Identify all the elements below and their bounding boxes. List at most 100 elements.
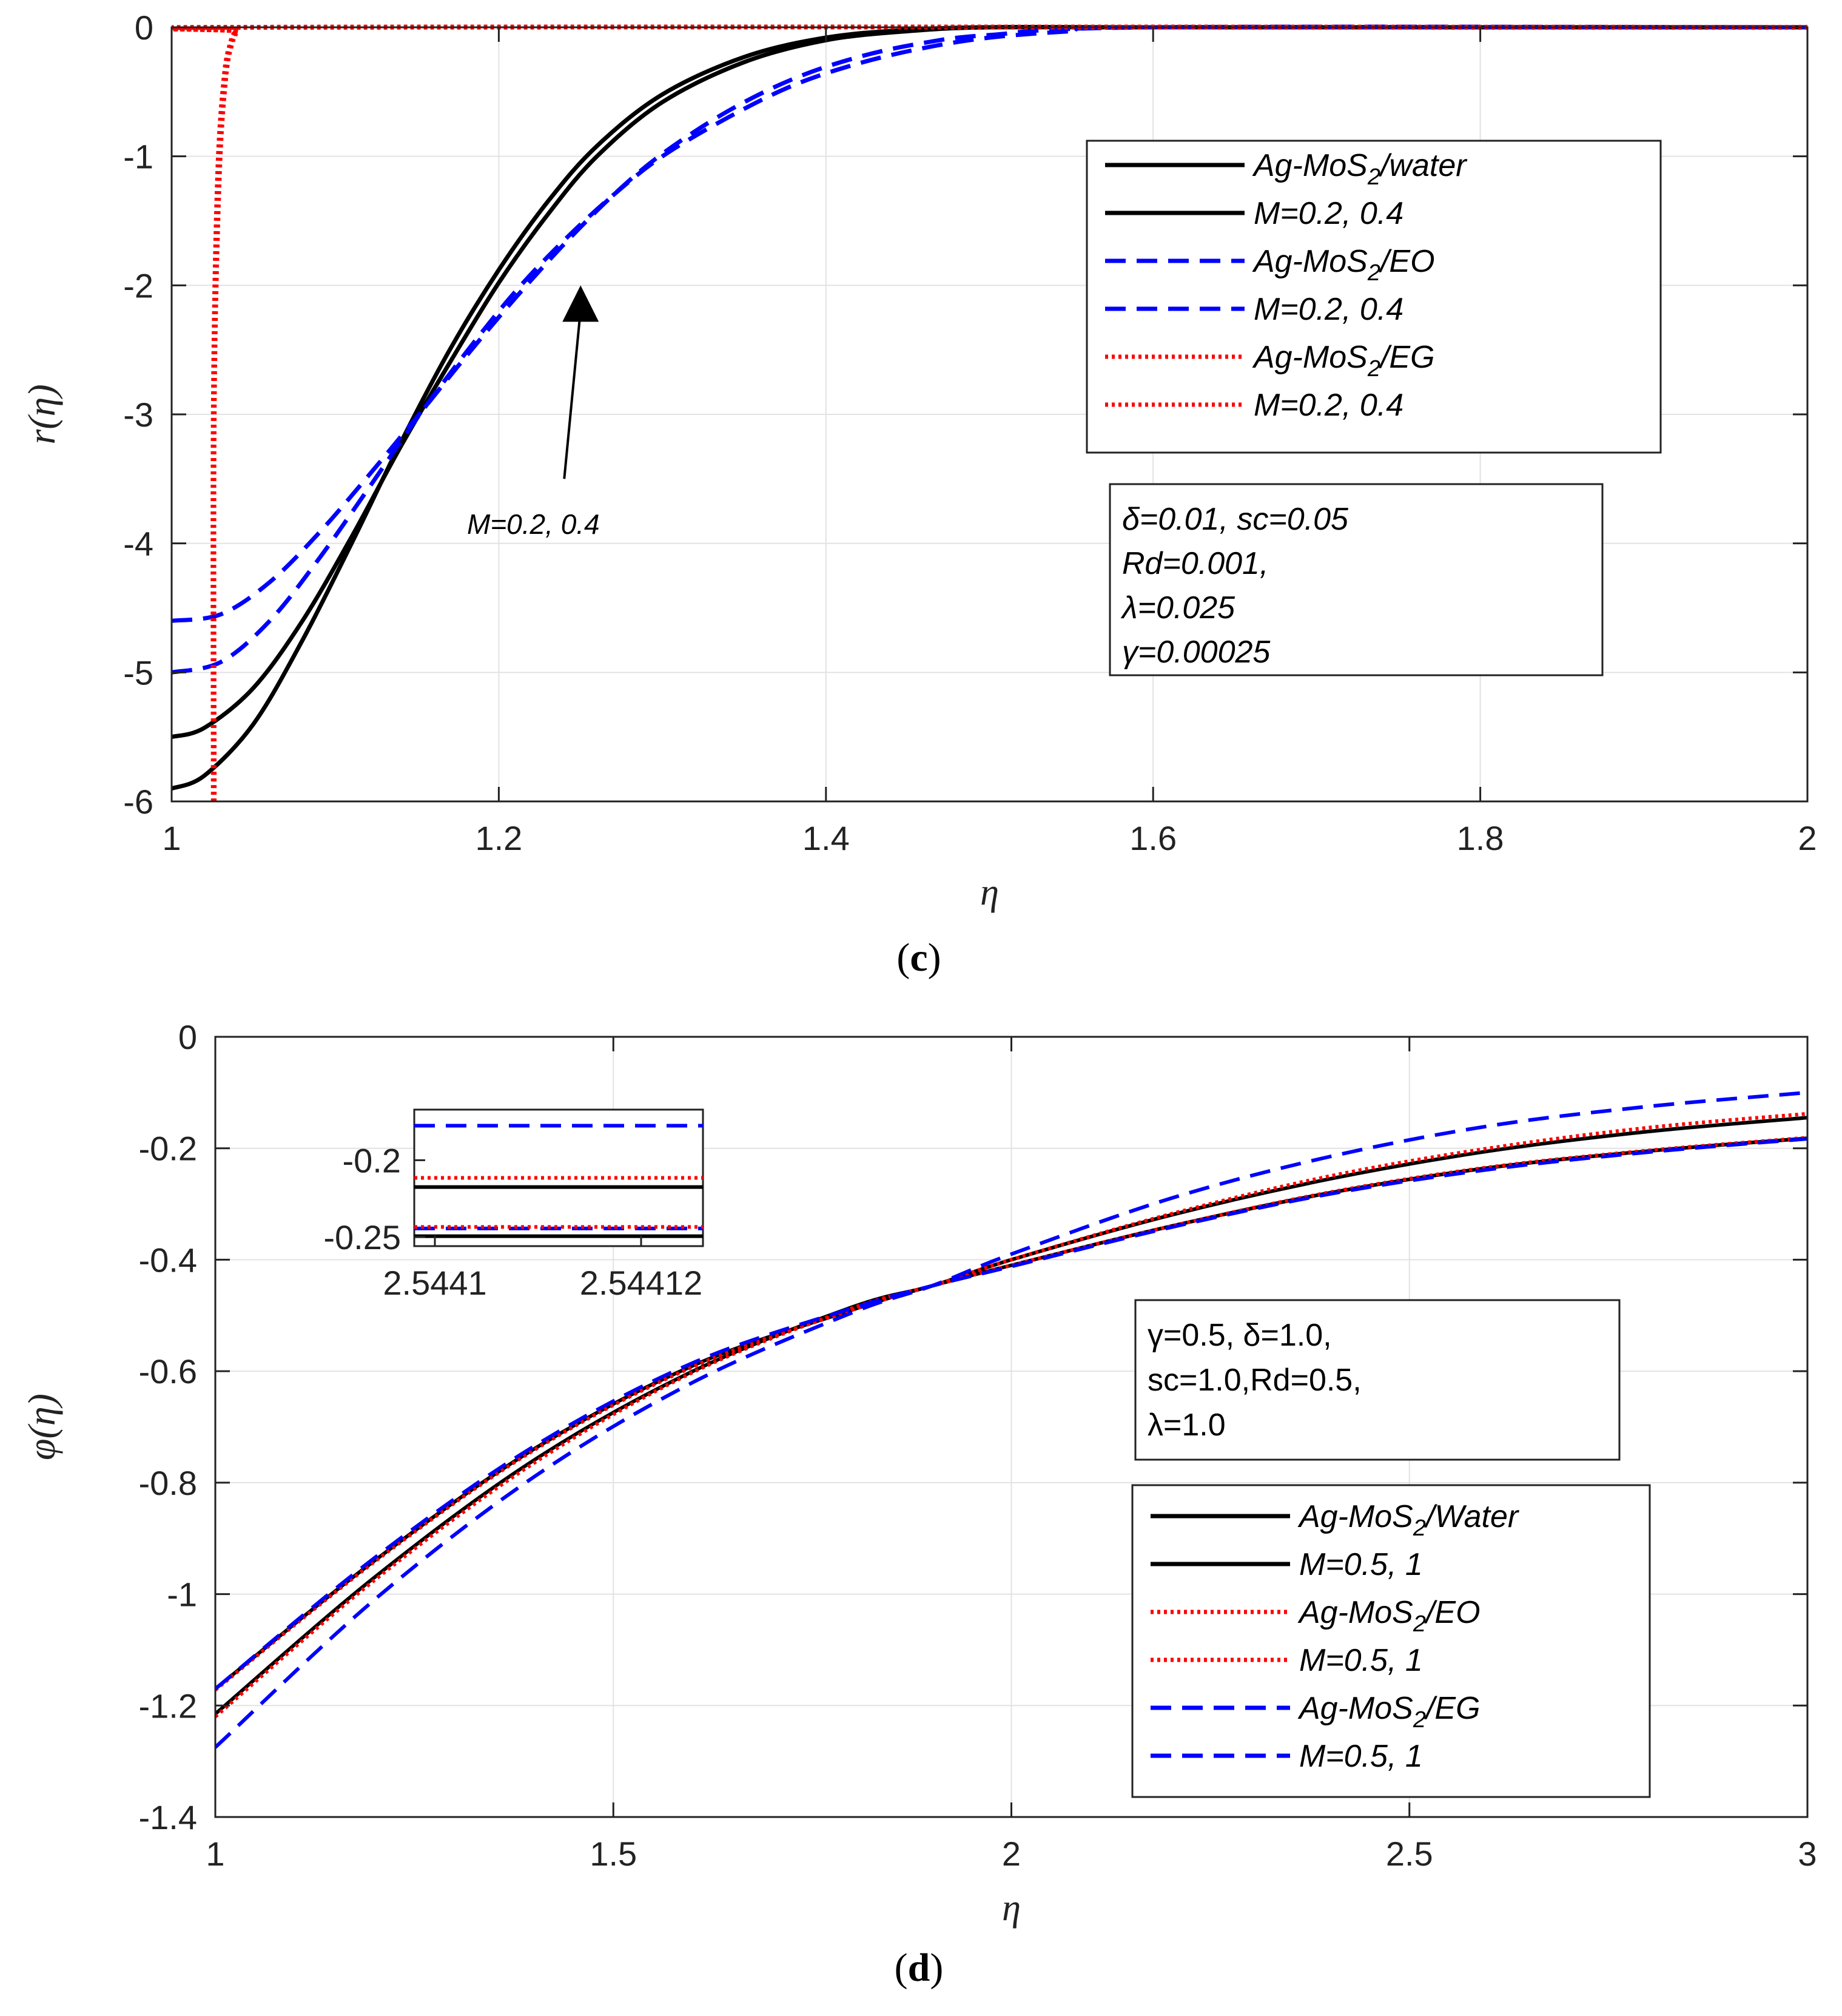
parameter-text: sc=1.0,Rd=0.5,	[1148, 1363, 1362, 1398]
legend-text: M=0.2, 0.4	[1254, 196, 1403, 231]
legend-suffix: /EG	[1379, 340, 1435, 375]
legend-subscript: 2	[1413, 1611, 1426, 1637]
parameter-box-frame	[1109, 483, 1604, 676]
x-tick-label: 2.5	[1386, 1835, 1433, 1873]
parameter-text: λ=1.0	[1148, 1407, 1226, 1443]
y-tick-label: -3	[123, 396, 153, 434]
legend-subscript: 2	[1413, 1707, 1426, 1733]
legend-subscript: 2	[1413, 1515, 1426, 1541]
panel-label: (d)	[895, 1946, 944, 1990]
inset-x-tick-label: 2.5441	[383, 1264, 486, 1302]
legend-label: M=0.5, 1	[1299, 1643, 1423, 1678]
legend-label: Ag-MoS2/EO	[1297, 1595, 1481, 1637]
legend-label: Ag-MoS2/EO	[1252, 244, 1435, 286]
legend-label: Ag-MoS2/water	[1252, 148, 1468, 190]
parameter-text: δ=0.01, sc=0.05	[1122, 502, 1349, 537]
legend-label: Ag-MoS2/Water	[1297, 1499, 1520, 1541]
y-tick-label: -1	[167, 1576, 197, 1614]
parameter-text: γ=0.00025	[1122, 635, 1271, 670]
panel-label: (c)	[896, 936, 941, 980]
legend-subscript: 2	[1367, 164, 1380, 190]
y-tick-label: -0.2	[139, 1130, 198, 1168]
inset-y-tick-label: -0.2	[343, 1141, 402, 1179]
series-line	[215, 1111, 1807, 1718]
legend-text: Ag-MoS	[1252, 244, 1368, 279]
x-tick-label: 1.6	[1129, 819, 1177, 857]
legend-suffix: /EO	[1424, 1595, 1481, 1630]
legend-text: Ag-MoS	[1297, 1595, 1413, 1630]
legend-box	[1131, 1484, 1651, 1798]
legend-suffix: /Water	[1424, 1499, 1520, 1534]
y-tick-label: -0.4	[139, 1241, 198, 1279]
inset-chart: 2.5441 2.54412 -0.2 -0.25	[323, 1108, 704, 1302]
annotation-label: M=0.2, 0.4	[467, 508, 600, 540]
legend-text: M=0.2, 0.4	[1254, 388, 1403, 423]
legend-text: M=0.5, 1	[1299, 1643, 1423, 1678]
series-line	[215, 1137, 1807, 1691]
legend-text: Ag-MoS	[1252, 148, 1368, 183]
x-tick-label: 2	[1002, 1835, 1021, 1873]
parameter-text: λ=0.025	[1120, 590, 1235, 625]
parameter-text: γ=0.5, δ=1.0,	[1148, 1318, 1332, 1353]
series-group	[215, 1090, 1807, 1749]
legend-text: Ag-MoS	[1297, 1499, 1413, 1534]
y-tick-label: -2	[123, 266, 153, 305]
y-tick-label: -1.4	[139, 1798, 198, 1836]
x-tick-label: 3	[1798, 1835, 1817, 1873]
legend-label: Ag-MoS2/EG	[1297, 1691, 1481, 1733]
x-tick-label: 1.8	[1457, 819, 1504, 857]
legend-text: M=0.5, 1	[1299, 1739, 1423, 1774]
legend-subscript: 2	[1367, 356, 1380, 382]
legend-label: Ag-MoS2/EG	[1252, 340, 1435, 382]
series-group	[172, 24, 1807, 802]
parameter-text: Rd=0.001,	[1122, 546, 1268, 581]
legend-label: M=0.2, 0.4	[1254, 388, 1403, 423]
x-tick-label: 2	[1798, 819, 1817, 857]
y-tick-label: -1.2	[139, 1687, 198, 1725]
y-tick-label: 0	[135, 8, 153, 47]
legend-suffix: /water	[1379, 148, 1468, 183]
legend-suffix: /EO	[1379, 244, 1435, 279]
legend-text: M=0.2, 0.4	[1254, 292, 1403, 327]
series-line	[172, 25, 1807, 675]
legend-text: Ag-MoS	[1252, 340, 1368, 375]
legend-text: Ag-MoS	[1297, 1691, 1413, 1726]
panel-letter: d	[908, 1946, 930, 1990]
legend-box	[1086, 140, 1662, 454]
x-axis-label: η	[980, 872, 999, 913]
x-tick-label: 1.4	[802, 819, 850, 857]
y-tick-label: -0.6	[139, 1352, 198, 1391]
legend-label: M=0.5, 1	[1299, 1739, 1423, 1774]
y-tick-label: -1	[123, 138, 153, 176]
legend-text: M=0.5, 1	[1299, 1547, 1423, 1582]
y-tick-label: 0	[178, 1018, 197, 1056]
x-tick-label: 1	[206, 1835, 224, 1873]
legend-suffix: /EG	[1424, 1691, 1481, 1726]
inset-x-tick-label: 2.54412	[580, 1264, 702, 1302]
series-line	[215, 1090, 1807, 1749]
x-axis-label: η	[1002, 1887, 1021, 1929]
y-tick-label: -0.8	[139, 1464, 198, 1502]
x-tick-label: 1.2	[475, 819, 522, 857]
x-tick-label: 1	[162, 819, 181, 857]
tick-marks	[170, 26, 1809, 803]
annotation-arrow-shaft	[563, 309, 582, 479]
legend-subscript: 2	[1367, 260, 1380, 286]
panel-letter: c	[910, 936, 927, 980]
legend-label: M=0.5, 1	[1299, 1547, 1423, 1582]
x-tick-label: 1.5	[590, 1835, 637, 1873]
y-tick-label: -4	[123, 525, 153, 563]
parameter-box: γ=0.5, δ=1.0, sc=1.0,Rd=0.5, λ=1.0	[1134, 1299, 1621, 1461]
annotation-arrow-head	[562, 285, 599, 322]
inset-frame	[413, 1108, 704, 1247]
y-axis-label: φ(η)	[20, 1394, 63, 1460]
y-axis-label: r(η)	[20, 384, 63, 444]
y-tick-label: -5	[123, 653, 153, 692]
chart-panel-c: 1 1.2 1.4 1.6 1.8 2 0 -1 -2 -3 -4 -5 -6 η r(η) (c) Ag-Mo…	[20, 8, 1817, 980]
parameter-box: δ=0.01, sc=0.05 Rd=0.001, λ=0.025 γ=0.0002…	[1109, 483, 1604, 676]
parameter-box-frame	[1134, 1299, 1621, 1461]
legend-label: M=0.2, 0.4	[1254, 196, 1403, 231]
